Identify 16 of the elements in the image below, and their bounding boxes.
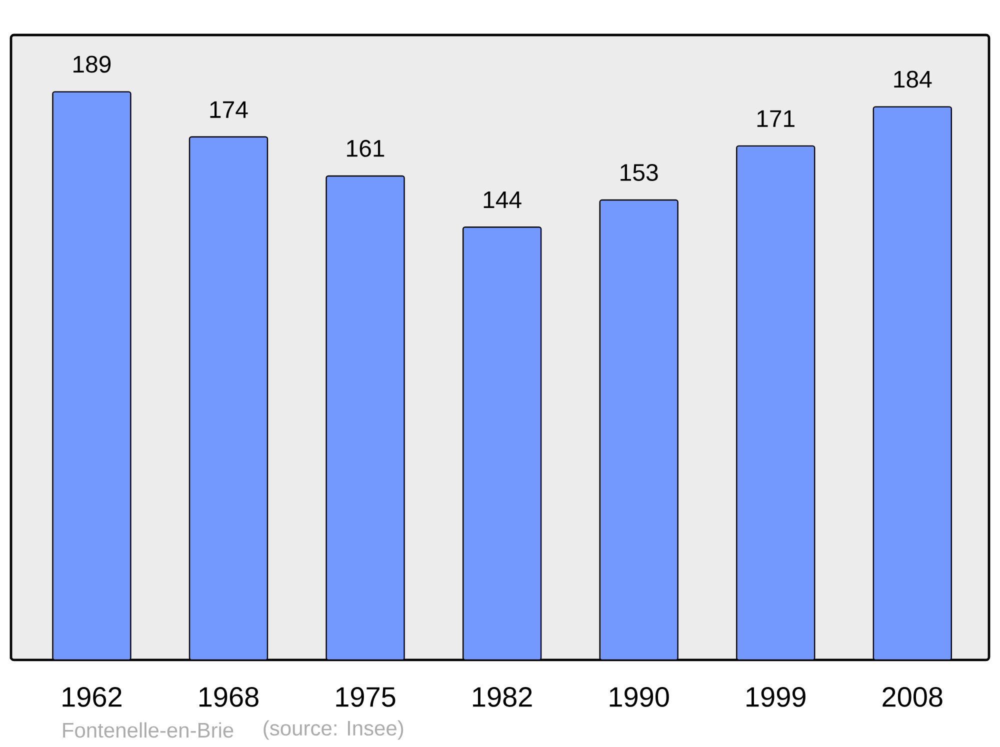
text: (source: Insee) bbox=[264, 720, 404, 740]
data-label: 174 bbox=[210, 101, 248, 118]
x-tick-label: 1990 bbox=[610, 687, 669, 707]
x-tick-label: 1962 bbox=[62, 687, 122, 707]
x-tick-label: 2008 bbox=[882, 687, 942, 707]
data-label: 184 bbox=[894, 70, 932, 88]
x-tick-label: 1975 bbox=[336, 687, 396, 707]
x-tick-label: 1982 bbox=[473, 687, 532, 707]
text: Fontenelle-en-Brie bbox=[63, 722, 234, 738]
data-label: 144 bbox=[484, 192, 522, 208]
data-label: 171 bbox=[757, 110, 794, 127]
data-label: 161 bbox=[347, 140, 384, 157]
data-label: 153 bbox=[620, 164, 658, 181]
x-tick-label: 1968 bbox=[199, 687, 258, 707]
x-tick-label: 1999 bbox=[746, 687, 806, 707]
data-label: 189 bbox=[74, 56, 111, 73]
